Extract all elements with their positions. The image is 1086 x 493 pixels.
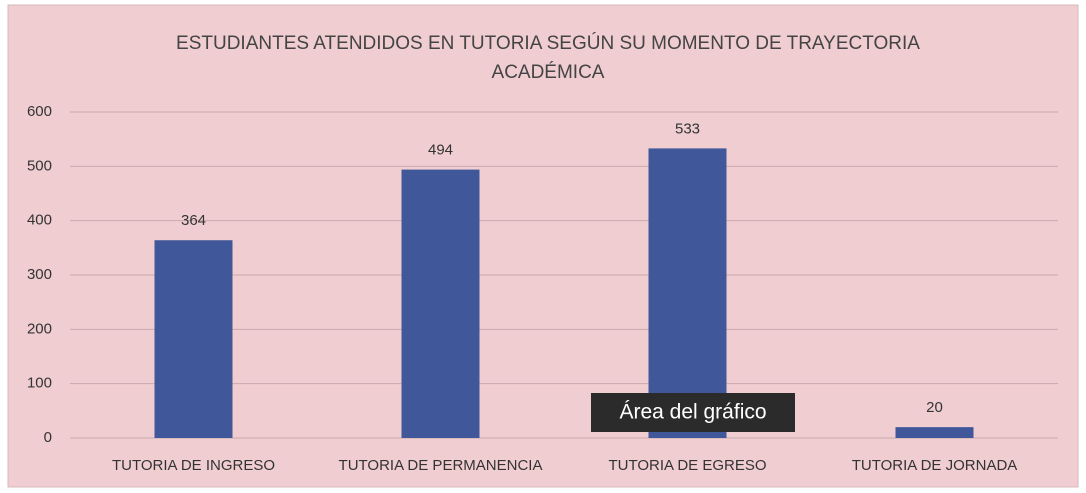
chart-title: ESTUDIANTES ATENDIDOS EN TUTORIA SEGÚN S…: [176, 32, 920, 54]
y-tick-label: 600: [27, 103, 52, 120]
bar: [648, 148, 727, 439]
bar: [401, 169, 480, 439]
y-tick-label: 200: [27, 320, 52, 337]
bar: [895, 427, 974, 438]
y-tick-label: 0: [44, 429, 52, 446]
y-tick-label: 300: [27, 266, 52, 283]
y-tick-label: 400: [27, 212, 52, 229]
data-label: 364: [181, 212, 206, 229]
data-label: 533: [675, 120, 700, 137]
x-tick-label: TUTORIA DE INGRESO: [112, 457, 275, 474]
x-tick-label: TUTORIA DE EGRESO: [608, 457, 766, 474]
y-tick-label: 500: [27, 157, 52, 174]
x-tick-label: TUTORIA DE JORNADA: [852, 457, 1018, 474]
data-label: 494: [428, 142, 453, 159]
tooltip: Área del gráfico: [619, 401, 766, 424]
bar: [154, 240, 233, 438]
chart-title: ACADÉMICA: [492, 62, 605, 83]
data-label: 20: [926, 399, 943, 416]
x-tick-label: TUTORIA DE PERMANENCIA: [339, 457, 543, 474]
tooltip-box: [591, 393, 795, 432]
y-tick-label: 100: [27, 375, 52, 392]
